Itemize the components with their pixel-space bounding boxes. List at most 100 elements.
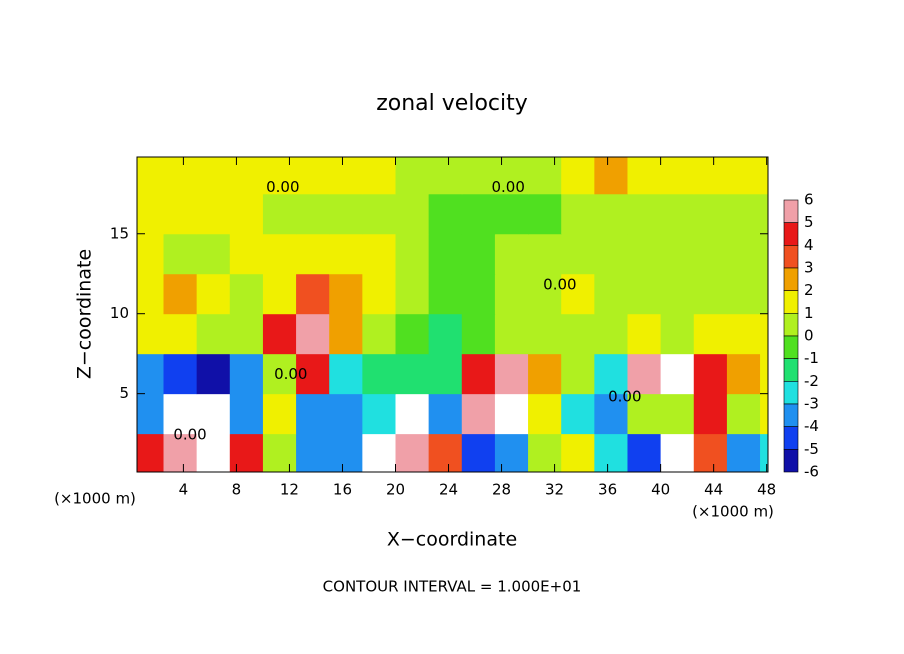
cell — [329, 157, 363, 195]
cell — [528, 193, 562, 235]
cell — [627, 353, 662, 395]
cell — [594, 433, 628, 472]
cell — [229, 353, 264, 395]
cell — [362, 193, 396, 235]
colorbar-swatch — [783, 358, 799, 382]
cell — [229, 193, 264, 235]
cell — [660, 313, 695, 355]
cell — [362, 273, 396, 315]
cell — [627, 433, 662, 472]
x-tick-label: 16 — [333, 481, 352, 499]
y-axis-label: Z−coordinate — [74, 249, 96, 379]
cell — [163, 233, 198, 275]
cell — [262, 193, 297, 235]
cell — [229, 273, 264, 315]
colorbar-swatch — [783, 313, 799, 337]
cell — [660, 157, 695, 195]
cell — [229, 233, 264, 275]
cell — [627, 393, 662, 435]
cell — [163, 273, 198, 315]
cell — [693, 433, 728, 472]
cell — [726, 273, 761, 315]
cell — [461, 193, 496, 235]
x-tick-label: 36 — [598, 481, 617, 499]
colorbar-tick-label: 0 — [804, 327, 814, 345]
cell — [760, 157, 768, 195]
x-tick-label: 40 — [651, 481, 670, 499]
field — [137, 157, 768, 472]
cell — [395, 433, 430, 472]
colorbar-swatch — [783, 426, 799, 450]
cell — [395, 273, 430, 315]
cell — [329, 193, 363, 235]
cell — [528, 313, 562, 355]
x-tick-label: 32 — [545, 481, 564, 499]
x-tick-label: 44 — [704, 481, 723, 499]
cell — [494, 233, 529, 275]
cell — [163, 353, 198, 395]
cell — [760, 193, 768, 235]
cell — [528, 233, 562, 275]
cell — [428, 273, 463, 315]
cell — [296, 157, 330, 195]
cell — [395, 233, 430, 275]
contour-label: 0.00 — [274, 365, 307, 383]
cell — [561, 393, 595, 435]
cell — [693, 193, 728, 235]
cell — [494, 353, 529, 395]
cell — [428, 433, 463, 472]
x-tick-label: 12 — [280, 481, 299, 499]
cell — [726, 433, 761, 472]
cell — [726, 157, 761, 195]
colorbar-tick-label: -6 — [804, 463, 819, 481]
cell — [494, 313, 529, 355]
cell — [627, 273, 662, 315]
colorbar-tick-label: 5 — [804, 213, 814, 231]
colorbar-tick-label: 4 — [804, 236, 814, 254]
colorbar-swatch — [783, 290, 799, 314]
cell — [362, 353, 396, 395]
x-tick-label: 24 — [439, 481, 458, 499]
x-tick-label: 48 — [757, 481, 776, 499]
cell — [296, 233, 330, 275]
cell — [561, 273, 595, 315]
contour-label: 0.00 — [608, 387, 641, 405]
cell — [726, 313, 761, 355]
cell — [627, 313, 662, 355]
cell — [296, 393, 330, 435]
cell — [494, 157, 529, 195]
cell — [163, 313, 198, 355]
contour-label: 0.00 — [543, 275, 576, 293]
cell — [627, 157, 662, 195]
cell — [461, 157, 496, 195]
cell — [362, 233, 396, 275]
cell — [196, 233, 231, 275]
cell — [362, 433, 396, 472]
cell — [461, 393, 496, 435]
cell — [428, 233, 463, 275]
cell — [561, 433, 595, 472]
colorbar-tick-label: 3 — [804, 259, 814, 277]
cell — [163, 393, 198, 435]
cell — [726, 193, 761, 235]
contour-label: 0.00 — [491, 178, 524, 196]
colorbar-tick-label: -1 — [804, 349, 819, 367]
x-axis-label: X−coordinate — [387, 529, 517, 551]
cell — [528, 433, 562, 472]
cell — [137, 353, 165, 395]
cell — [660, 193, 695, 235]
cell — [395, 193, 430, 235]
cell — [760, 233, 768, 275]
cell — [362, 393, 396, 435]
cell — [461, 433, 496, 472]
cell — [594, 157, 628, 195]
cell — [362, 157, 396, 195]
cell — [660, 393, 695, 435]
colorbar-tick-label: -3 — [804, 395, 819, 413]
cell — [329, 313, 363, 355]
cell — [137, 233, 165, 275]
cell — [461, 313, 496, 355]
cell — [561, 233, 595, 275]
cell — [660, 353, 695, 395]
cell — [296, 433, 330, 472]
